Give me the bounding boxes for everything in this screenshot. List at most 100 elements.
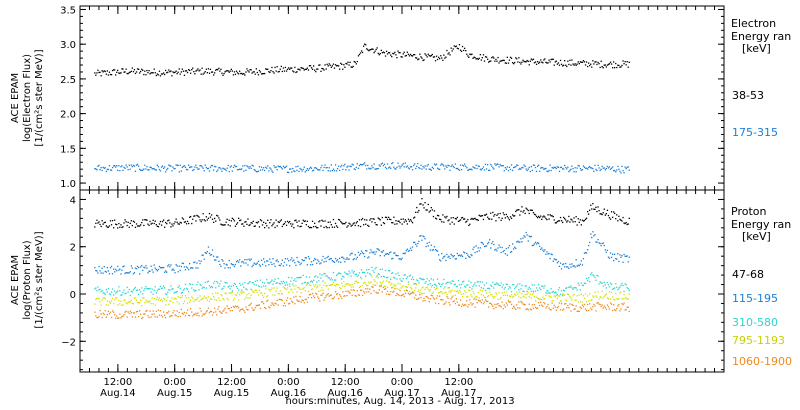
data-point — [219, 70, 221, 72]
data-point — [186, 309, 189, 311]
data-point — [433, 56, 436, 58]
data-point — [380, 276, 382, 278]
data-point — [296, 299, 298, 301]
data-point — [553, 258, 555, 260]
data-point — [217, 282, 219, 284]
data-point — [419, 277, 421, 279]
data-point — [215, 259, 217, 261]
data-point — [147, 223, 149, 225]
data-point — [403, 166, 405, 168]
data-point — [519, 307, 521, 309]
data-point — [234, 305, 237, 307]
data-point — [479, 289, 481, 291]
data-point — [399, 52, 401, 54]
data-point — [541, 61, 543, 63]
data-point — [128, 164, 130, 166]
data-point — [111, 310, 114, 312]
data-point — [105, 225, 107, 227]
data-point — [519, 241, 521, 243]
data-point — [568, 215, 570, 218]
data-point — [238, 307, 240, 309]
data-point — [371, 48, 373, 50]
data-point — [105, 271, 107, 273]
data-point — [372, 48, 374, 50]
data-point — [598, 283, 600, 285]
data-point — [354, 273, 356, 275]
data-point — [250, 288, 252, 290]
data-point — [153, 168, 155, 170]
data-point — [414, 54, 416, 56]
data-point — [499, 164, 501, 166]
data-point — [389, 270, 391, 272]
data-point — [134, 72, 137, 75]
data-point — [447, 281, 449, 283]
data-point — [481, 281, 483, 283]
data-point — [240, 72, 242, 75]
data-point — [317, 296, 319, 298]
data-point — [103, 70, 105, 72]
data-point — [572, 295, 574, 297]
data-point — [487, 295, 489, 298]
data-point — [594, 276, 596, 279]
data-point — [566, 168, 568, 170]
data-point — [502, 165, 504, 167]
data-point — [202, 297, 204, 299]
data-point — [175, 315, 177, 317]
data-point — [111, 273, 114, 275]
data-point — [245, 221, 247, 223]
data-point — [269, 222, 271, 224]
data-point — [395, 284, 397, 286]
data-point — [550, 215, 552, 217]
data-point — [551, 166, 553, 169]
data-point — [223, 309, 225, 311]
data-point — [512, 62, 514, 64]
data-point — [346, 63, 348, 65]
data-point — [258, 166, 261, 168]
data-point — [366, 48, 368, 50]
data-point — [334, 279, 337, 281]
data-point — [601, 165, 603, 168]
data-point — [308, 294, 311, 296]
data-point — [309, 65, 312, 67]
data-point — [467, 284, 469, 286]
data-point — [476, 251, 478, 253]
data-point — [124, 299, 126, 301]
data-point — [221, 72, 223, 74]
data-point — [293, 71, 295, 73]
data-point — [361, 51, 364, 54]
data-point — [344, 295, 346, 297]
data-point — [602, 297, 604, 299]
data-point — [97, 222, 99, 224]
data-point — [404, 292, 406, 295]
data-point — [556, 262, 558, 264]
data-point — [182, 262, 185, 265]
data-point — [236, 287, 239, 289]
data-point — [582, 60, 585, 62]
data-point — [167, 291, 169, 294]
data-point — [552, 307, 554, 309]
data-point — [313, 295, 315, 297]
data-point — [359, 225, 362, 228]
data-point — [124, 293, 126, 295]
data-point — [327, 65, 329, 67]
data-point — [265, 265, 267, 267]
data-point — [379, 255, 381, 257]
data-point — [176, 290, 178, 293]
data-point — [125, 68, 127, 70]
data-point — [157, 268, 160, 271]
data-point — [280, 263, 282, 265]
data-point — [150, 316, 152, 318]
data-point — [105, 289, 107, 291]
data-point — [278, 293, 280, 295]
data-point — [225, 282, 227, 284]
data-point — [460, 50, 463, 52]
data-point — [583, 166, 586, 168]
data-point — [121, 315, 123, 318]
data-point — [353, 258, 355, 260]
data-point — [165, 171, 167, 173]
data-point — [579, 219, 581, 221]
data-point — [181, 295, 183, 297]
data-point — [289, 68, 291, 70]
data-point — [104, 167, 106, 169]
data-point — [293, 227, 295, 229]
